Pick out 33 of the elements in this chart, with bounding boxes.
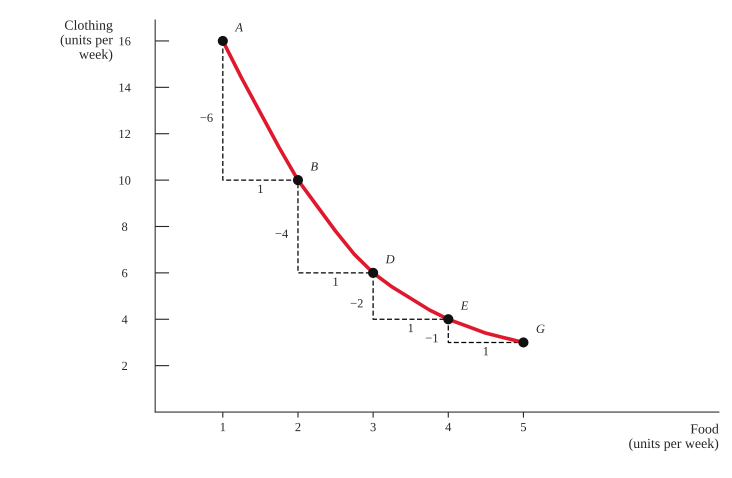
annotation: D bbox=[385, 255, 394, 264]
point bbox=[218, 36, 228, 46]
annotation: G bbox=[536, 324, 545, 333]
annotation: −2 bbox=[350, 299, 363, 308]
annotation: 1 bbox=[408, 324, 414, 332]
y-tick-label: 10 bbox=[119, 176, 130, 185]
point bbox=[443, 314, 454, 324]
annotation: −4 bbox=[276, 230, 288, 238]
y-tick-label: 12 bbox=[119, 130, 130, 138]
x-tick-label: 3 bbox=[370, 422, 376, 432]
point bbox=[518, 337, 529, 348]
y-tick-label: 16 bbox=[119, 37, 131, 46]
annotation: 1 bbox=[258, 184, 263, 193]
annotation: 1 bbox=[484, 347, 488, 356]
x-axis-title: Food (units per week) bbox=[629, 424, 719, 451]
x-tick-label: 5 bbox=[521, 422, 526, 432]
y-tick-label: 8 bbox=[122, 222, 128, 231]
point bbox=[368, 268, 378, 278]
annotation: −6 bbox=[200, 114, 213, 122]
x-tick-label: 1 bbox=[220, 422, 226, 432]
annotation: B bbox=[310, 162, 318, 171]
x-tick-label: 2 bbox=[295, 422, 300, 432]
y-tick-label: 6 bbox=[122, 268, 128, 278]
annotation: −1 bbox=[426, 334, 438, 342]
annotation: E bbox=[460, 301, 468, 310]
y-tick-label: 2 bbox=[122, 362, 128, 370]
x-tick-label: 4 bbox=[445, 422, 452, 432]
point bbox=[292, 175, 304, 186]
annotation: 1 bbox=[334, 277, 338, 286]
annotation: A bbox=[234, 23, 243, 32]
y-tick-label: 14 bbox=[119, 83, 131, 92]
y-tick-label: 4 bbox=[122, 315, 128, 324]
y-axis-title: Clothing (units per week) bbox=[60, 20, 113, 62]
